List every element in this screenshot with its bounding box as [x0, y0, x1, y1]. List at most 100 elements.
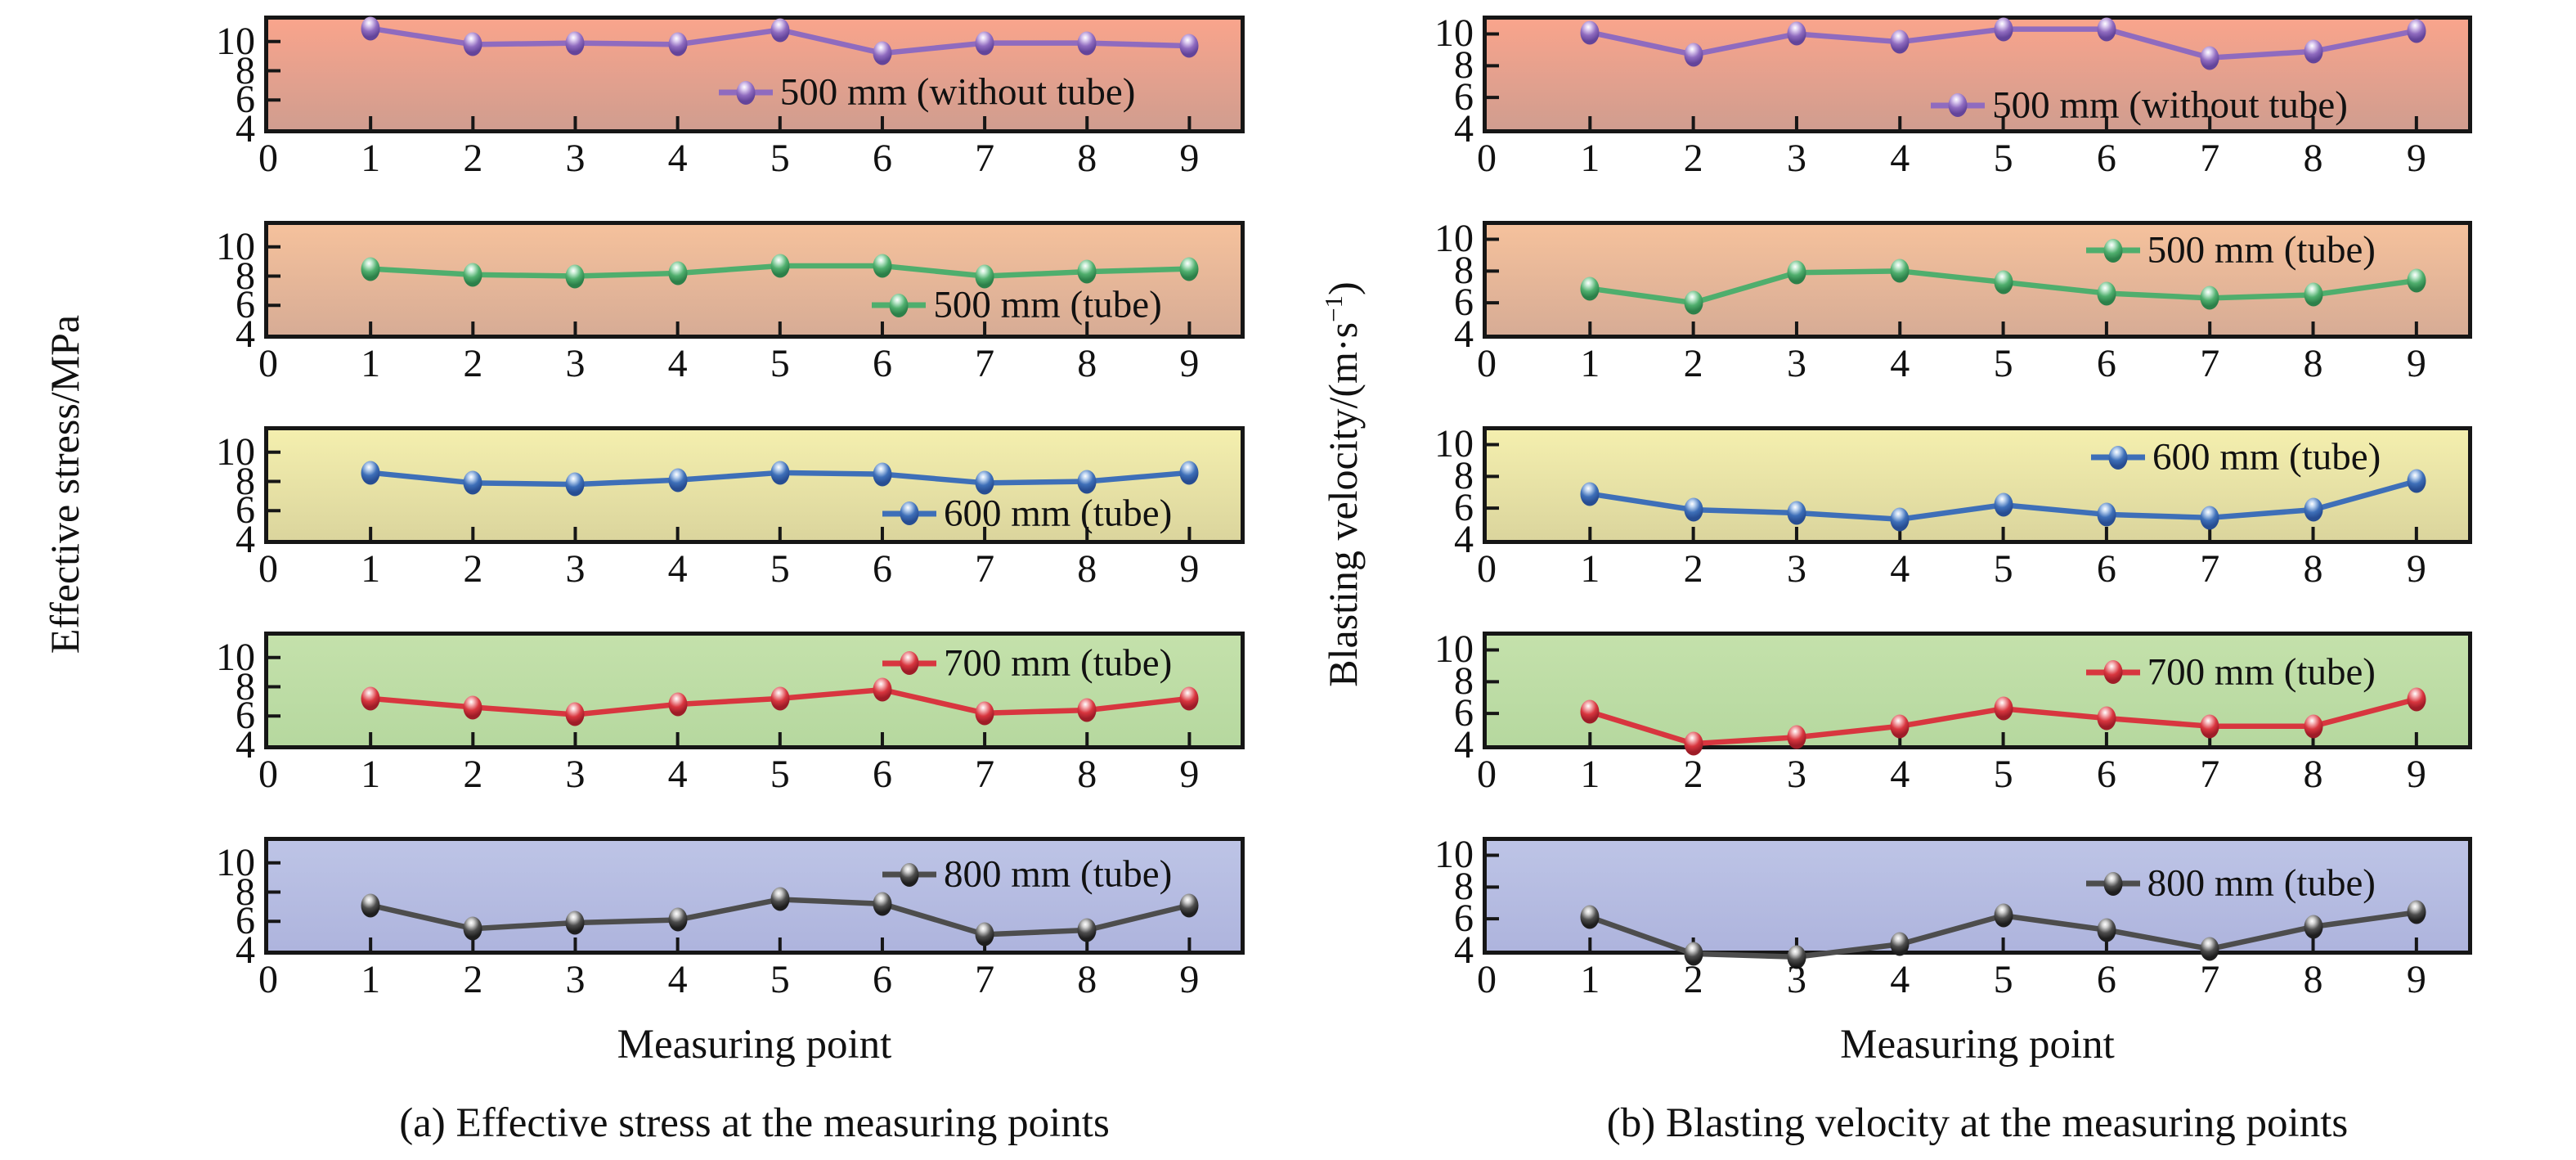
x-tick-label: 3	[1786, 547, 1806, 591]
x-tick-label: 9	[1179, 342, 1200, 385]
panel-a5-800mm-tube: 4 6 8 10 0 1 2 3 4 5 6 7 8 9 800 mm (tube)	[216, 837, 1245, 1000]
x-tick-label: 3	[1786, 342, 1806, 385]
x-tick-label: 8	[1077, 342, 1097, 385]
y-tick-label: 10	[1434, 422, 1474, 466]
x-tick-label: 5	[770, 342, 790, 385]
data-point-marker	[2097, 17, 2116, 42]
data-point-marker	[2200, 714, 2219, 739]
y-tick-label: 6	[236, 694, 255, 738]
data-point-marker	[565, 702, 585, 726]
x-tick-label: 5	[1993, 342, 2013, 385]
x-tick-label: 1	[361, 958, 381, 1001]
legend-marker	[1948, 93, 1968, 118]
x-tick-label: 0	[1477, 137, 1497, 180]
data-point-marker	[361, 257, 380, 281]
data-point-marker	[1994, 270, 2013, 294]
panel-b2-500mm-tube: 4 6 8 10 0 1 2 3 4 5 6 7 8 9 500 mm (tube)	[1434, 219, 2472, 384]
x-tick-label: 5	[770, 958, 790, 1001]
legend-label: 500 mm (tube)	[933, 283, 1162, 326]
x-tick-label: 9	[2406, 547, 2426, 591]
data-point-marker	[975, 922, 994, 946]
legend: 800 mm (tube)	[882, 852, 1173, 896]
data-point-marker	[770, 18, 790, 42]
x-tick-label: 4	[1890, 342, 1910, 385]
data-point-marker	[770, 686, 790, 711]
x-tick-label: 1	[1580, 342, 1600, 385]
x-tick-label: 7	[2200, 137, 2220, 180]
data-point-marker	[2304, 282, 2323, 307]
y-tick-label: 6	[1454, 75, 1474, 119]
legend-line-sample	[2085, 238, 2140, 263]
data-point-marker	[2304, 497, 2323, 522]
y-tick-label: 8	[236, 664, 255, 708]
x-tick-label: 0	[258, 137, 278, 180]
y-tick-label: 6	[1454, 691, 1474, 735]
data-point-marker	[463, 916, 482, 941]
data-point-marker	[770, 887, 790, 911]
y-tick-label: 6	[236, 283, 255, 327]
data-point-marker	[1787, 945, 1806, 969]
x-tick-label: 2	[463, 958, 483, 1001]
legend-label: 500 mm (without tube)	[1992, 83, 2348, 127]
x-tick-label: 3	[565, 342, 586, 385]
y-axis-label-text: Blasting velocity/(m·s	[1319, 321, 1366, 687]
panel-a1-500mm-without-tube: 4 6 8 10 0 1 2 3 4 5 6 7 8 9 500 mm (without tube)	[216, 16, 1245, 178]
legend-label: 800 mm (tube)	[943, 852, 1173, 896]
y-tick-label: 10	[1434, 833, 1474, 877]
data-point-marker	[2200, 937, 2219, 961]
x-tick-label: 5	[1993, 753, 2013, 796]
data-point-marker	[2097, 918, 2116, 942]
x-tick-label: 0	[1477, 342, 1497, 385]
caption-a: (a) Effective stress at the measuring po…	[399, 1100, 1110, 1146]
legend: 600 mm (tube)	[2090, 438, 2381, 477]
x-tick-label: 7	[2200, 958, 2220, 1001]
axis-tick-marks	[268, 39, 1192, 129]
panel-b4-700mm-tube: 4 6 8 10 0 1 2 3 4 5 6 7 8 9 700 mm (tube)	[1434, 630, 2472, 794]
legend: 700 mm (tube)	[882, 644, 1172, 682]
data-point-marker	[668, 261, 688, 286]
panel-a3-600mm-tube: 4 6 8 10 0 1 2 3 4 5 6 7 8 9 600 mm (tube)	[216, 426, 1245, 589]
x-tick-label: 1	[1580, 137, 1600, 180]
legend-marker	[2103, 660, 2123, 685]
data-point-marker	[565, 264, 585, 289]
axis-tick-marks	[268, 655, 1192, 745]
y-tick-label: 6	[1454, 897, 1474, 941]
legend-label: 500 mm (tube)	[2147, 228, 2376, 272]
data-point-marker	[565, 31, 585, 56]
data-point-marker	[2407, 687, 2426, 712]
x-tick-label: 4	[667, 342, 688, 385]
data-point-marker	[1890, 932, 1910, 956]
y-tick-label: 4	[236, 723, 255, 767]
x-tick-label: 3	[565, 753, 586, 796]
data-point-marker	[565, 472, 585, 497]
data-point-marker	[873, 41, 892, 65]
legend-line-sample	[2085, 871, 2140, 896]
data-point-marker	[1580, 482, 1600, 506]
y-tick-label: 10	[216, 635, 255, 679]
y-tick-label: 6	[236, 78, 255, 122]
legend-line-sample	[882, 651, 936, 676]
x-tick-label: 1	[1580, 753, 1600, 796]
x-tick-label: 7	[975, 547, 995, 591]
x-tick-label: 6	[872, 753, 892, 796]
data-point-marker	[463, 695, 482, 720]
y-tick-label: 6	[1454, 281, 1474, 325]
x-tick-label: 9	[2406, 342, 2426, 385]
legend-line-sample	[2090, 445, 2145, 470]
x-tick-label: 5	[770, 137, 790, 180]
y-tick-label: 6	[1454, 486, 1474, 530]
y-tick-label: 4	[1454, 107, 1474, 151]
data-point-marker	[2097, 502, 2116, 527]
x-tick-label: 3	[565, 547, 586, 591]
x-tick-label: 7	[2200, 753, 2220, 796]
x-tick-label: 2	[463, 547, 483, 591]
legend-line-sample	[1931, 93, 1986, 118]
x-tick-label: 3	[1786, 753, 1806, 796]
x-tick-label: 0	[1477, 547, 1497, 591]
legend-label: 800 mm (tube)	[2147, 861, 2376, 905]
x-tick-label: 7	[975, 137, 995, 180]
y-tick-label: 6	[236, 899, 255, 943]
x-tick-label: 7	[975, 342, 995, 385]
data-point-marker	[1994, 17, 2013, 42]
data-point-marker	[463, 263, 482, 287]
